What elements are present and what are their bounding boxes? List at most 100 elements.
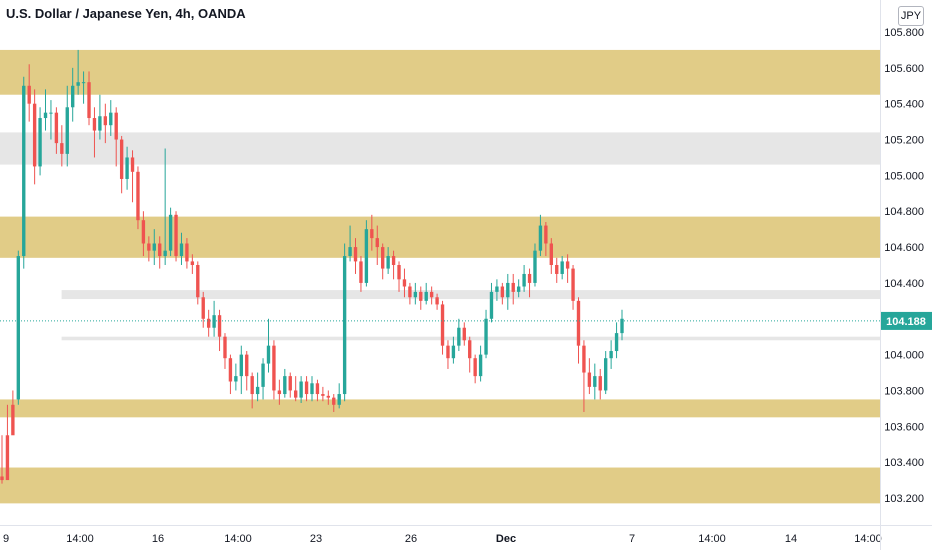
candle-body xyxy=(468,340,472,359)
candle-body xyxy=(370,229,374,239)
candle-body xyxy=(386,256,390,269)
x-tick-label: 14 xyxy=(785,533,797,545)
candle-body xyxy=(272,345,276,391)
candle-body xyxy=(321,394,325,396)
candle-body xyxy=(114,112,118,140)
candle-body xyxy=(109,112,113,126)
candle-body xyxy=(598,376,602,391)
candle-body xyxy=(87,82,91,119)
candle-body xyxy=(451,345,456,359)
candle-body xyxy=(266,345,271,364)
candle-body xyxy=(419,291,423,301)
candle-body xyxy=(353,247,358,262)
candle-body xyxy=(22,85,26,257)
candle-body xyxy=(489,291,494,319)
candle-body xyxy=(565,261,570,269)
candle-body xyxy=(60,143,64,154)
candle-body xyxy=(136,171,140,221)
candle-body xyxy=(206,318,211,328)
candle-body xyxy=(620,318,624,334)
candle-body xyxy=(495,286,499,292)
support-zone xyxy=(61,336,881,341)
candle-body xyxy=(506,282,510,298)
candle-body xyxy=(424,291,428,301)
x-tick-label: 14:00 xyxy=(854,533,882,545)
chart-title: U.S. Dollar / Japanese Yen, 4h, OANDA xyxy=(6,6,246,21)
candle-body xyxy=(158,243,162,257)
candle-body xyxy=(250,376,254,395)
candle-body xyxy=(38,118,42,167)
y-tick-label: 103.200 xyxy=(884,493,924,505)
time-axis-divider xyxy=(0,525,932,526)
x-tick-label: 14:00 xyxy=(224,533,252,545)
x-tick-label: 14:00 xyxy=(66,533,94,545)
candle-body xyxy=(484,318,488,355)
candle-body xyxy=(43,112,48,119)
candle-body xyxy=(402,279,407,287)
current-price-label: 104.188 xyxy=(886,316,926,328)
candle-body xyxy=(337,394,341,405)
candle-body xyxy=(283,376,287,395)
candle-body xyxy=(440,304,445,346)
y-tick-label: 105.400 xyxy=(884,99,924,111)
candle-body xyxy=(462,327,466,341)
x-tick-label: Dec xyxy=(496,533,516,545)
candle-body xyxy=(522,273,526,287)
candle-body xyxy=(408,286,412,298)
candle-body xyxy=(375,238,379,248)
currency-button[interactable]: JPY xyxy=(898,6,924,26)
resistance-zone xyxy=(0,216,880,258)
candle-body xyxy=(397,265,401,280)
y-tick-label: 105.600 xyxy=(884,63,924,75)
y-tick-label: 105.000 xyxy=(884,170,924,182)
candle-body xyxy=(555,265,559,274)
candle-body xyxy=(315,383,320,395)
support-zone xyxy=(0,132,880,165)
candle-body xyxy=(359,261,363,283)
candle-body xyxy=(511,282,515,292)
x-axis[interactable]: 9 14:00 16 14:00 23 26 Dec 7 14:00 14 14:00 xyxy=(3,533,882,545)
x-tick-label: 26 xyxy=(405,533,417,545)
x-tick-label: 23 xyxy=(310,533,322,545)
candle-body xyxy=(0,476,4,481)
y-tick-label: 103.400 xyxy=(884,457,924,469)
candle-body xyxy=(391,256,396,265)
candle-body xyxy=(435,297,439,305)
candle-body xyxy=(429,291,434,298)
candle-body xyxy=(54,112,59,144)
x-tick-label: 7 xyxy=(629,533,635,545)
candle-body xyxy=(71,85,75,108)
candle-body xyxy=(582,345,586,373)
candle-body xyxy=(228,358,233,382)
candle-body xyxy=(332,397,336,405)
candle-body xyxy=(255,386,260,395)
x-tick-label: 9 xyxy=(3,533,9,545)
candle-body xyxy=(185,243,189,262)
candle-body xyxy=(196,265,200,298)
candle-body xyxy=(288,376,292,391)
candle-body xyxy=(478,354,483,377)
candle-body xyxy=(92,118,97,131)
candle-body xyxy=(152,243,156,251)
x-tick-label: 16 xyxy=(152,533,164,545)
y-tick-label: 104.600 xyxy=(884,242,924,254)
candle-body xyxy=(544,225,548,244)
candle-body xyxy=(500,286,505,298)
support-zone xyxy=(61,290,881,300)
candle-body xyxy=(446,345,450,359)
candle-body xyxy=(174,214,178,257)
candle-body xyxy=(304,381,309,395)
candle-body xyxy=(538,225,543,251)
candle-body xyxy=(261,363,265,387)
candle-body xyxy=(310,383,314,395)
candle-body xyxy=(277,390,282,395)
y-tick-label: 103.800 xyxy=(884,385,924,397)
resistance-zone xyxy=(0,467,880,504)
candle-body xyxy=(49,112,53,114)
candle-body xyxy=(549,243,553,265)
y-axis[interactable]: 105.800 105.600 105.400 105.200 105.000 104.8… xyxy=(881,27,932,505)
candle-body xyxy=(239,354,243,377)
candle-body xyxy=(516,286,521,292)
